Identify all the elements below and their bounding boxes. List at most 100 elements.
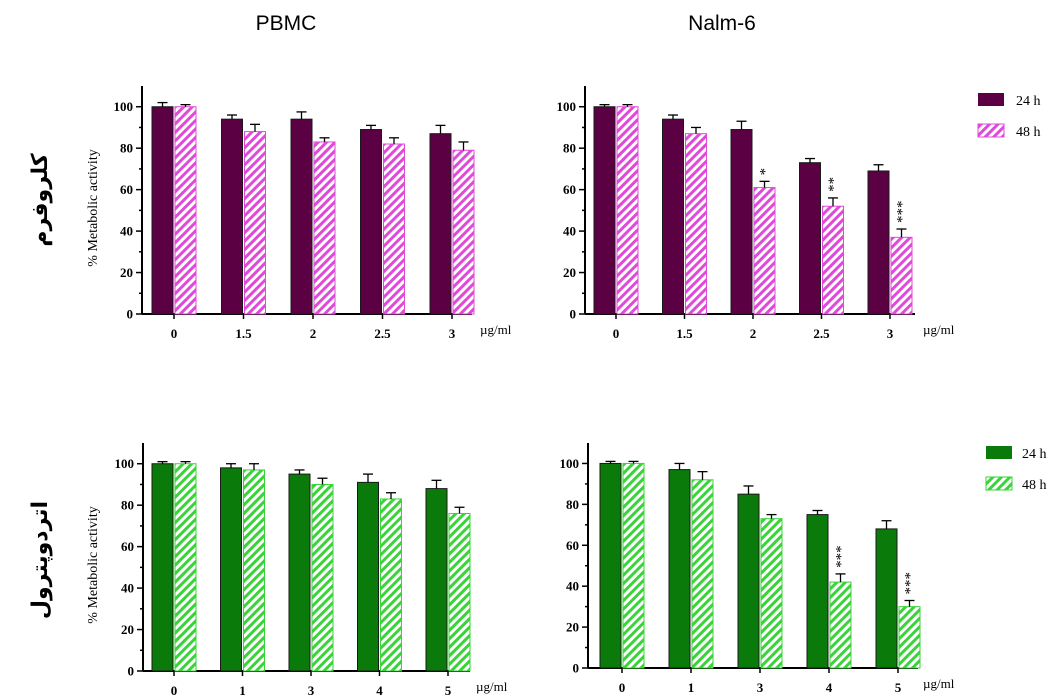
y-tick-label: 0 [127, 307, 134, 322]
x-tick-label: 1.5 [235, 326, 252, 341]
x-tick-label: 2.5 [374, 326, 391, 341]
bar-48h [890, 236, 913, 315]
y-tick-label: 80 [566, 497, 579, 512]
x-axis-unit: µg/ml [923, 676, 955, 691]
significance-label: *** [834, 545, 850, 568]
bar-48h [822, 205, 844, 315]
y-tick-label: 100 [115, 456, 135, 471]
bar-48h [898, 606, 921, 669]
significance-label: * [758, 168, 774, 176]
x-tick-label: 0 [171, 326, 178, 341]
y-tick-label: 60 [563, 182, 576, 197]
x-tick-label: 3 [449, 326, 456, 341]
bar-24h [151, 463, 174, 672]
column-title-pbmc: PBMC [256, 12, 317, 35]
x-tick-label: 5 [445, 683, 452, 698]
bar-24h [730, 129, 753, 315]
bar-48h [829, 581, 852, 669]
bar-48h [244, 131, 266, 315]
y-tick-label: 40 [563, 224, 576, 239]
bar-48h [448, 512, 471, 672]
bar-24h [668, 469, 691, 669]
bar-48h [691, 479, 714, 669]
legend-label-48h: 48 h [1022, 478, 1047, 493]
y-tick-label: 0 [573, 661, 580, 676]
bar-48h [174, 106, 197, 315]
bar-48h [760, 518, 783, 669]
bar-48h [622, 462, 645, 669]
x-tick-label: 1.5 [676, 326, 693, 341]
bar-48h [243, 469, 265, 672]
legend-label-24h: 24 h [1016, 94, 1041, 109]
legend-label-48h: 48 h [1016, 125, 1041, 140]
x-axis-unit: µg/ml [480, 322, 512, 337]
bar-48h [753, 187, 776, 315]
x-tick-label: 2 [310, 326, 317, 341]
legend-swatch-48h [985, 476, 1013, 491]
bar-48h [313, 141, 336, 315]
x-tick-label: 0 [613, 326, 620, 341]
x-axis-unit: µg/ml [923, 322, 955, 337]
x-tick-label: 1 [688, 680, 695, 695]
bar-24h [221, 118, 243, 315]
legend-purple: 24 h 48 h [977, 93, 1041, 140]
significance-label: *** [895, 201, 911, 224]
bar-48h [380, 498, 402, 672]
bar-24h [425, 488, 448, 672]
y-tick-label: 80 [563, 141, 576, 156]
x-tick-label: 0 [171, 683, 178, 698]
bar-24h [599, 462, 622, 669]
y-tick-label: 80 [120, 141, 133, 156]
y-tick-label: 0 [570, 307, 577, 322]
x-tick-label: 3 [757, 680, 764, 695]
y-axis-title: % Metabolic activity [86, 149, 101, 266]
bar-24h [867, 170, 890, 315]
legend-swatch-24h [978, 93, 1004, 106]
bar-24h [360, 129, 382, 315]
y-tick-label: 40 [120, 224, 133, 239]
bar-24h [737, 493, 760, 669]
bar-24h [357, 481, 379, 672]
bar-24h [290, 118, 313, 315]
bar-48h [616, 106, 639, 315]
chart-panel-chloroform-nalm6: 0 20 40 60 80 100 0 1.5 2 * 2.5 ** 3 *** µg/ml [557, 86, 955, 341]
x-tick-label: 1 [239, 683, 246, 698]
bar-48h [174, 463, 197, 672]
y-axis-title: % Metabolic activity [86, 506, 101, 623]
significance-label: ** [826, 177, 842, 192]
bar-48h [311, 483, 334, 672]
bar-48h [383, 143, 405, 315]
x-tick-label: 0 [619, 680, 626, 695]
y-tick-label: 60 [120, 182, 133, 197]
bar-24h [220, 467, 242, 672]
y-tick-label: 20 [566, 620, 579, 635]
bar-48h [685, 133, 707, 315]
x-axis-unit: µg/ml [476, 679, 508, 694]
legend-green: 24 h 48 h [985, 446, 1047, 493]
x-tick-label: 5 [895, 680, 902, 695]
bar-24h [593, 106, 616, 315]
y-tick-label: 20 [121, 622, 134, 637]
legend-swatch-48h [977, 123, 1005, 138]
x-tick-label: 4 [826, 680, 833, 695]
x-tick-label: 4 [376, 683, 383, 698]
chart-panel-petroleum-ether-pbmc: 0 20 40 60 80 100 % Metabolic activity 0 1 3 4 5 µg/… [86, 443, 508, 698]
y-tick-label: 40 [566, 579, 579, 594]
chart-panel-petroleum-ether-nalm6: 0 20 40 60 80 100 0 1 3 4 *** 5 *** µg/ml [560, 443, 955, 695]
significance-label: *** [903, 572, 919, 595]
chart-panel-chloroform-pbmc: 0 20 40 60 80 100 % Metabolic activity 0 1.5 2 2.5… [86, 86, 512, 341]
row-label-petroleum-ether: اتردوپترول [28, 501, 53, 619]
bar-24h [151, 106, 174, 315]
legend-swatch-24h [986, 446, 1012, 459]
bar-24h [429, 133, 452, 315]
bar-24h [799, 162, 821, 315]
bar-24h [662, 118, 684, 315]
y-tick-label: 80 [121, 498, 134, 513]
x-tick-label: 2.5 [813, 326, 830, 341]
x-tick-label: 3 [887, 326, 894, 341]
y-tick-label: 20 [120, 265, 133, 280]
x-tick-label: 2 [750, 326, 757, 341]
y-tick-label: 60 [566, 538, 579, 553]
y-tick-label: 100 [557, 99, 577, 114]
